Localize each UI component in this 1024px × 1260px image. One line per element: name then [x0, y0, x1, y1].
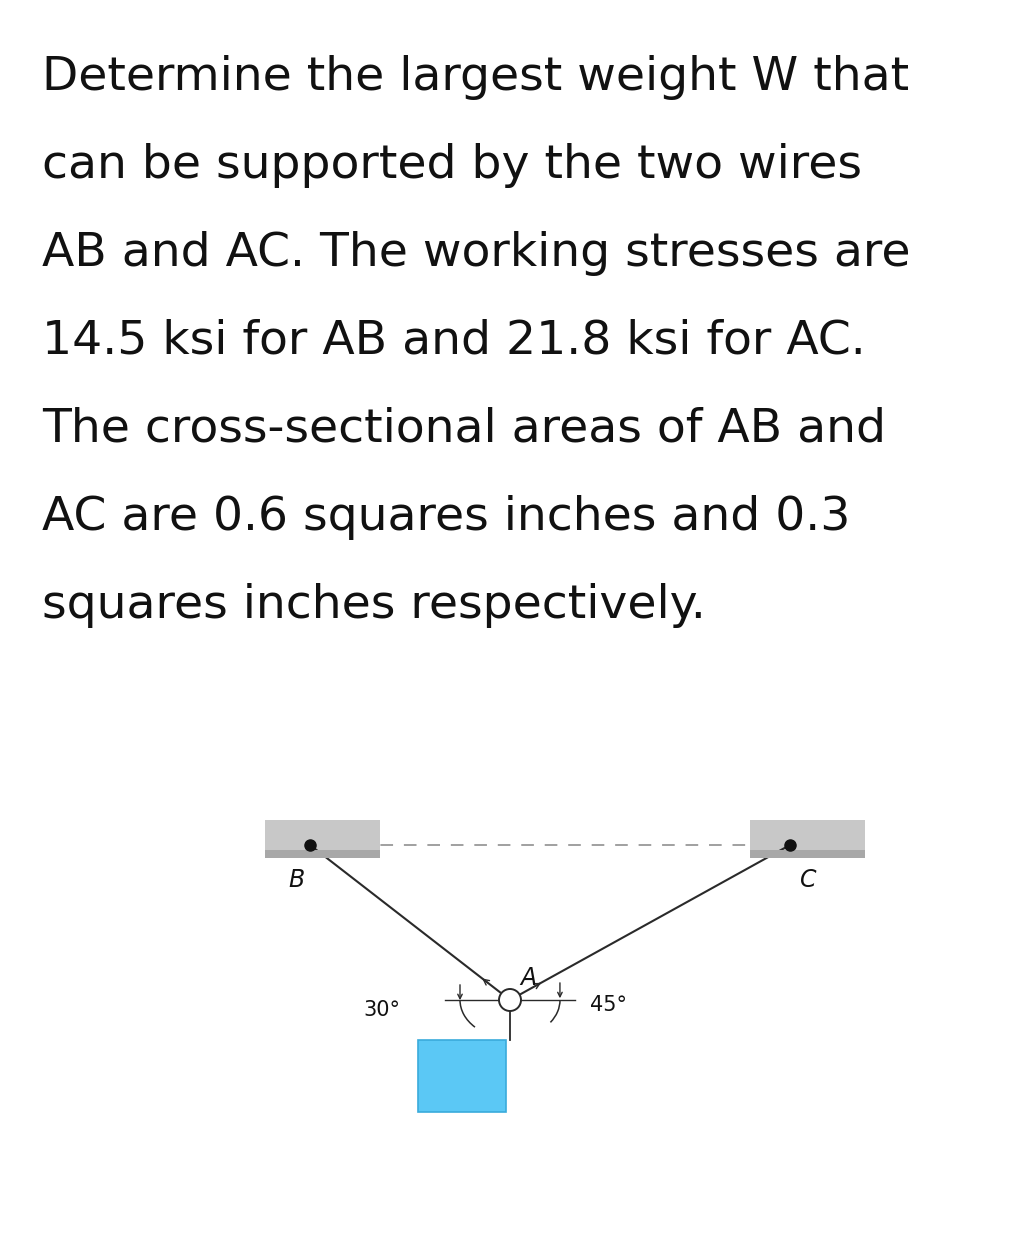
Text: squares inches respectively.: squares inches respectively. — [42, 583, 706, 627]
Text: 14.5 ksi for AB and 21.8 ksi for AC.: 14.5 ksi for AB and 21.8 ksi for AC. — [42, 319, 865, 364]
Text: A: A — [520, 966, 537, 990]
Circle shape — [499, 989, 521, 1011]
Text: W: W — [449, 1063, 475, 1089]
Bar — [750, 849, 865, 858]
Text: C: C — [800, 868, 816, 892]
Text: AB and AC. The working stresses are: AB and AC. The working stresses are — [42, 231, 910, 276]
Text: B: B — [288, 868, 304, 892]
Bar — [418, 1040, 506, 1113]
Text: AC are 0.6 squares inches and 0.3: AC are 0.6 squares inches and 0.3 — [42, 495, 850, 541]
Text: Determine the largest weight W that: Determine the largest weight W that — [42, 55, 909, 100]
Bar — [750, 820, 865, 858]
Bar — [265, 849, 380, 858]
Bar — [265, 820, 380, 858]
Text: 30°: 30° — [362, 1000, 400, 1021]
Text: can be supported by the two wires: can be supported by the two wires — [42, 142, 862, 188]
Text: The cross-sectional areas of AB and: The cross-sectional areas of AB and — [42, 407, 886, 452]
Text: 45°: 45° — [590, 995, 627, 1016]
